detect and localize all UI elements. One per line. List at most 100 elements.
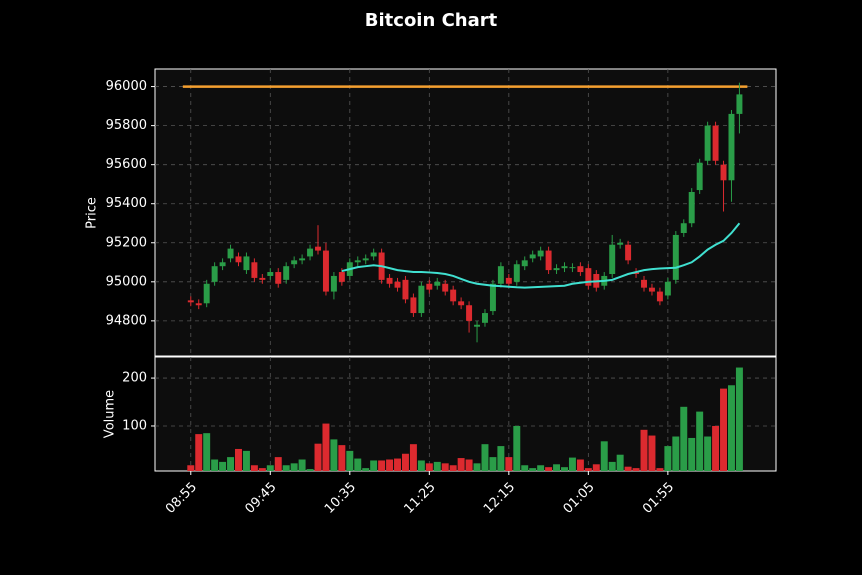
candle-body [521,260,528,267]
volume-bar [624,466,632,471]
volume-bar [250,465,258,471]
volume-bar [425,463,433,471]
candle-body [696,162,703,191]
candle-body [394,281,401,288]
volume-bar [378,460,386,471]
candle-body [537,250,544,257]
candle-body [362,258,369,261]
candle-body [489,283,496,312]
candle-body [545,250,552,271]
candle-body [275,272,282,284]
y-axis-label: Price [85,197,100,229]
volume-bar [584,468,592,471]
candle-body [577,266,584,273]
volume-bar [274,457,282,471]
candle-body [481,313,488,323]
volume-bar [672,436,680,471]
candle-body [338,272,345,282]
volume-bar [735,367,743,471]
volume-bar [441,463,449,471]
candle-body [330,275,337,292]
volume-bar [712,425,720,471]
volume-bar [704,436,712,471]
candle-body [648,287,655,292]
y-tick-label: 95200 [106,235,147,250]
candle-body [680,223,687,233]
volume-bar [664,446,672,471]
volume-bar [314,443,322,471]
volume-bar [529,468,537,471]
candle-body [203,283,210,304]
volume-bar [409,444,417,471]
candle-body [442,283,449,292]
candle-body [553,268,560,271]
volume-bar [680,406,688,471]
volume-bar [688,437,696,471]
candle-body [505,277,512,284]
volume-bar [354,458,362,471]
volume-bar [433,461,441,471]
y-tick-label: 100 [122,418,147,433]
volume-bar [648,435,656,471]
candle-body [736,94,743,114]
candle-body [291,260,298,265]
moving-average [341,222,741,289]
candle-body [609,244,616,274]
candle-body [195,303,202,306]
candle-body [426,283,433,290]
y-tick-label: 200 [122,371,147,386]
candle-body [267,272,274,276]
volume-bar [640,429,648,471]
volume-bar [227,457,235,471]
candle-body [386,277,393,284]
y-tick-label: 95800 [106,118,147,133]
volume-axis-label: Volume [103,390,118,438]
volume-bar [401,453,409,471]
volume-bar [568,457,576,471]
volume-bar [386,459,394,471]
candle-body [315,246,321,251]
candle-body [656,291,663,302]
candle-body [569,267,576,269]
volume-bar [521,465,529,471]
volume-bar [473,463,481,471]
volume-bar [242,450,250,471]
volume-bar [608,461,616,471]
volume-bar [235,448,242,471]
volume-bar [362,468,370,471]
candle-body [704,125,711,161]
volume-bar [330,439,338,471]
volume-bar [211,459,219,471]
volume-bar [656,468,664,471]
volume-bar [513,425,521,471]
volume-bar [720,388,728,471]
candle-body [561,266,568,269]
candle-body [434,281,441,286]
candle-body [211,266,218,282]
candle-body [187,300,194,303]
candle-body [672,234,679,280]
candle-body [299,258,306,261]
candle-body [235,256,242,263]
candle-body [720,164,727,181]
candle-body [307,248,314,257]
volume-bar [187,465,195,471]
candle-body [322,250,329,292]
volume-bar [298,459,306,471]
volume-bar [537,465,545,471]
volume-bar [417,460,425,471]
candle-body [259,277,266,280]
candle-body [474,324,481,327]
y-tick-label: 95000 [106,274,147,289]
volume-bar [616,454,624,471]
candle-body [712,125,719,161]
y-tick-label: 96000 [106,79,147,94]
candle-body [418,285,425,314]
volume-bar [505,457,513,471]
volume-bar [282,465,290,471]
chart-title: Bitcoin Chart [365,10,498,31]
volume-bar [727,385,735,471]
volume-bar [394,458,401,471]
candle-body [410,297,417,314]
